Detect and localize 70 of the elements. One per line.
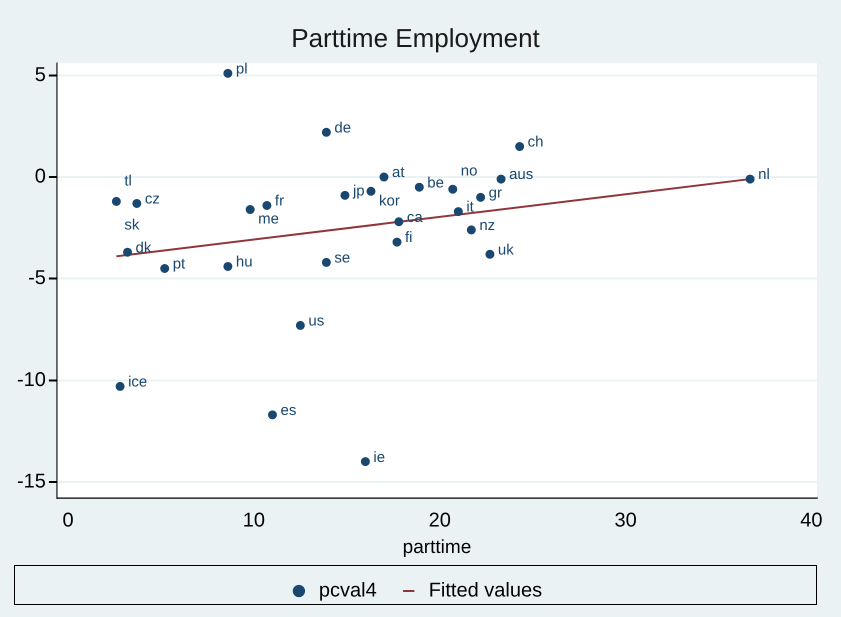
annotation: no — [460, 162, 478, 180]
x-tick-label: 0 — [62, 510, 74, 532]
point — [366, 186, 376, 196]
point — [160, 264, 170, 274]
legend-label: pcval4 — [318, 580, 377, 602]
point — [746, 174, 755, 184]
point — [223, 68, 232, 78]
annotation: gr — [488, 184, 502, 202]
point — [262, 200, 272, 210]
x-tick-label: 20 — [428, 510, 451, 532]
annotation: me — [258, 210, 280, 228]
annotation: jp — [352, 182, 365, 200]
point — [360, 457, 370, 466]
point — [123, 248, 132, 257]
point — [476, 192, 486, 202]
annotation: nl — [758, 166, 770, 184]
annotation: nz — [479, 217, 496, 234]
chart-title: Parttime Employment — [291, 22, 541, 53]
point — [246, 205, 255, 214]
x-axis-title: parttime — [402, 536, 472, 558]
annotation: kor — [378, 192, 400, 210]
point — [116, 382, 125, 391]
annotation: pl — [236, 60, 248, 78]
point — [296, 320, 305, 330]
point — [496, 174, 506, 184]
point — [392, 238, 402, 247]
x-tick-label: 40 — [800, 510, 823, 532]
point — [268, 410, 277, 420]
annotation: tl — [124, 172, 132, 190]
annotation: se — [334, 250, 350, 267]
point — [322, 258, 331, 267]
point — [322, 128, 331, 137]
point — [466, 225, 476, 234]
annotation: be — [427, 174, 444, 192]
point — [485, 250, 494, 259]
point — [394, 217, 404, 226]
point — [340, 190, 350, 200]
annotation: uk — [498, 241, 514, 258]
annotation: dk — [136, 239, 152, 256]
x-tick-label: 10 — [242, 510, 266, 532]
point — [379, 172, 388, 182]
annotation: aus — [509, 166, 534, 184]
annotation: fi — [404, 229, 412, 246]
y-tick-label: 5 — [34, 64, 46, 86]
annotation: de — [334, 119, 352, 136]
point — [515, 142, 524, 152]
annotation: sk — [124, 216, 140, 234]
point — [112, 196, 121, 206]
y-tick-label: -10 — [17, 368, 46, 391]
legend-label: Fitted values — [428, 580, 542, 602]
y-tick-label: -15 — [17, 470, 46, 492]
annotation: pt — [172, 256, 186, 273]
x-tick-label: 30 — [614, 510, 637, 532]
point — [414, 182, 424, 192]
annotation: es — [280, 402, 296, 419]
point — [448, 184, 458, 194]
point — [132, 198, 142, 208]
annotation: fr — [274, 192, 284, 210]
annotation: ie — [373, 448, 386, 466]
point — [223, 262, 232, 271]
y-tick-label: -5 — [28, 267, 46, 290]
annotation: it — [466, 198, 475, 216]
y-tick-label: 0 — [34, 166, 46, 188]
annotation: ice — [128, 374, 148, 391]
annotation: hu — [236, 254, 253, 271]
point — [454, 207, 463, 216]
annotation: ch — [528, 134, 544, 151]
annotation: cz — [144, 190, 160, 208]
annotation: at — [392, 164, 406, 182]
annotation: us — [308, 312, 324, 330]
